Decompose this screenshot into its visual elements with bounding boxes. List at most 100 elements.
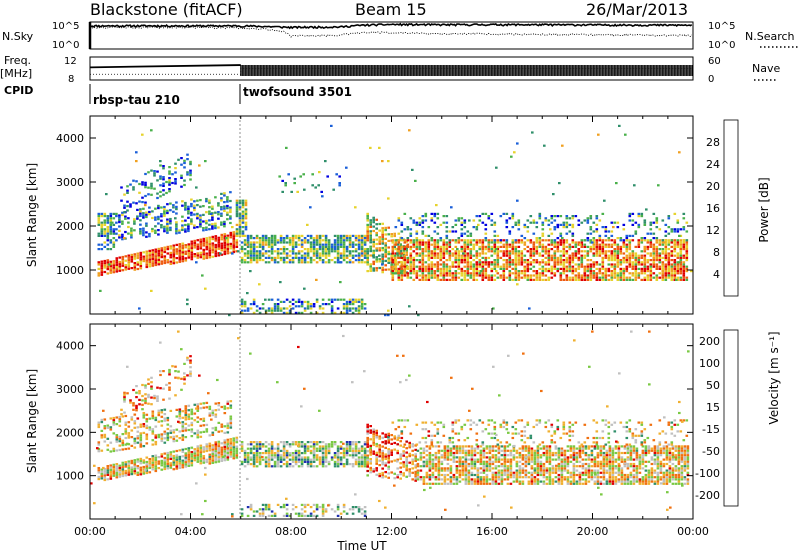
velocity-echo-cell xyxy=(120,408,123,411)
power-echo-cell xyxy=(255,305,259,308)
power-echo-cell xyxy=(258,252,262,255)
power-echo-cell xyxy=(366,219,369,222)
power-echo-cell xyxy=(532,250,536,253)
power-echo-cell xyxy=(372,251,375,255)
power-echo-cell xyxy=(160,226,163,229)
velocity-echo-cell xyxy=(303,460,307,463)
velocity-echo-cell xyxy=(255,454,259,457)
power-echo-cell xyxy=(169,245,173,248)
power-echo-cell xyxy=(151,260,155,263)
velocity-echo-cell xyxy=(309,460,313,463)
power-echo-cell xyxy=(348,309,352,312)
velocity-echo-cell xyxy=(112,447,116,450)
power-echo-cell xyxy=(427,245,431,248)
power-echo-cell xyxy=(589,226,593,229)
power-echo-cell xyxy=(400,272,404,275)
power-echo-cell xyxy=(514,263,518,266)
power-echo-cell xyxy=(433,254,437,257)
velocity-echo-cell xyxy=(276,465,280,468)
power-echo-cell xyxy=(229,234,233,237)
velocity-echo-cell xyxy=(360,447,364,450)
power-echo-cell xyxy=(240,298,244,301)
power-echo-cell xyxy=(517,221,521,224)
velocity-echo-cell xyxy=(115,465,119,468)
power-echo-cell xyxy=(484,263,488,266)
power-echo-cell xyxy=(184,257,188,260)
power-echo-cell xyxy=(511,215,515,218)
power-echo-cell xyxy=(577,274,581,277)
power-echo-cell xyxy=(454,259,458,262)
power-echo-cell xyxy=(205,241,209,244)
power-echo-cell xyxy=(679,252,683,255)
power-echo-cell xyxy=(357,239,361,242)
power-echo-cell xyxy=(240,256,244,259)
power-echo-cell xyxy=(246,309,250,312)
velocity-echo-cell xyxy=(178,449,182,452)
power-echo-cell xyxy=(517,219,521,222)
power-echo-cell xyxy=(120,199,123,202)
power-echo-cell xyxy=(177,158,180,161)
power-echo-cell xyxy=(571,226,575,229)
power-echo-cell xyxy=(556,263,560,266)
velocity-echo-cell xyxy=(130,466,134,469)
power-echo-cell xyxy=(330,307,334,310)
velocity-echo-cell xyxy=(135,396,138,399)
velocity-echo-cell xyxy=(129,399,132,402)
power-echo-cell xyxy=(622,272,626,275)
power-echo-cell xyxy=(592,265,596,268)
power-echo-cell xyxy=(415,259,419,262)
velocity-echo-cell xyxy=(136,465,140,468)
power-echo-cell xyxy=(397,217,401,220)
power-echo-cell xyxy=(418,221,422,224)
power-echo-cell xyxy=(652,261,656,264)
power-echo-cell xyxy=(652,259,656,262)
power-echo-cell xyxy=(403,265,407,268)
power-echo-cell xyxy=(427,270,431,273)
power-echo-cell xyxy=(311,184,314,187)
power-echo-cell xyxy=(505,265,509,268)
power-echo-cell xyxy=(448,252,452,255)
power-echo-cell xyxy=(637,259,641,262)
velocity-echo-cell xyxy=(252,452,256,455)
power-echo-cell xyxy=(109,228,113,231)
power-echo-cell xyxy=(402,249,405,252)
power-echo-cell xyxy=(436,263,440,266)
velocity-echo-cell xyxy=(124,421,128,424)
power-echo-cell xyxy=(436,274,440,277)
power-echo-cell xyxy=(339,241,343,244)
power-echo-cell xyxy=(448,272,452,275)
power-echo-cell xyxy=(613,256,617,259)
power-echo-cell xyxy=(354,254,358,257)
power-echo-cell xyxy=(595,267,599,270)
power-echo-cell xyxy=(493,248,497,251)
power-echo-cell xyxy=(616,243,620,246)
power-echo-cell xyxy=(523,241,527,244)
power-echo-cell xyxy=(214,254,218,258)
power-echo-cell xyxy=(300,259,304,262)
power-echo-cell xyxy=(279,252,283,255)
power-echo-cell xyxy=(255,256,259,259)
velocity-echo-cell xyxy=(232,457,236,460)
power-echo-cell xyxy=(496,276,500,279)
power-echo-cell xyxy=(544,250,548,253)
power-echo-cell xyxy=(342,245,346,248)
velocity-echo-cell xyxy=(220,448,224,451)
power-echo-cell xyxy=(330,298,334,301)
power-echo-cell xyxy=(493,239,497,242)
power-echo-cell xyxy=(240,250,244,253)
velocity-echo-cell xyxy=(309,458,313,461)
power-echo-cell xyxy=(571,217,575,220)
power-echo-cell xyxy=(405,249,408,252)
velocity-echo-cell xyxy=(196,447,200,450)
power-echo-cell xyxy=(190,202,193,206)
velocity-echo-cell xyxy=(163,419,167,422)
velocity-echo-cell xyxy=(124,463,128,466)
power-echo-cell xyxy=(202,255,206,258)
power-echo-cell xyxy=(448,239,452,242)
power-echo-cell xyxy=(424,248,428,251)
power-echo-cell xyxy=(345,254,349,257)
power-echo-cell xyxy=(607,256,611,259)
velocity-echo-cell xyxy=(300,465,304,468)
power-echo-cell xyxy=(174,167,177,170)
velocity-echo-cell xyxy=(136,458,140,461)
